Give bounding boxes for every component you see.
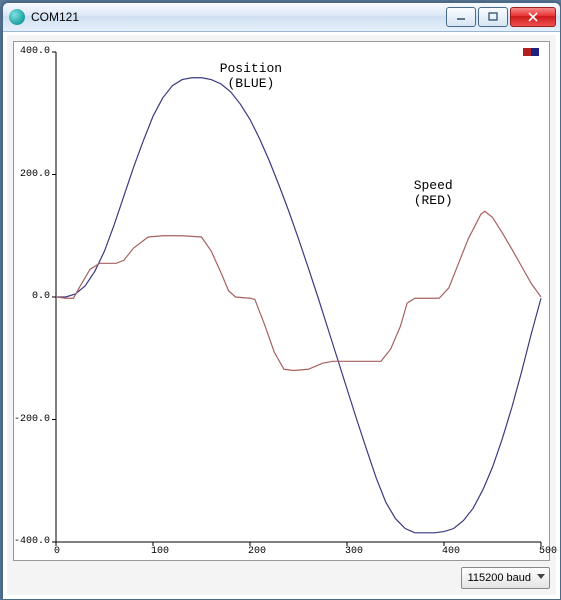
x-tick-label: 200 [248, 546, 266, 557]
maximize-button[interactable] [478, 7, 508, 27]
y-tick-label: -400.0 [14, 536, 50, 547]
x-tick-label: 0 [54, 546, 60, 557]
y-tick-label: -200.0 [14, 414, 50, 425]
x-tick-label: 500 [539, 546, 557, 557]
baud-select[interactable]: 115200 baud [461, 567, 550, 589]
legend-swatch [523, 48, 531, 56]
status-bar: 115200 baud [13, 567, 550, 589]
titlebar[interactable]: COM121 [3, 3, 560, 32]
client-area: -400.0 -200.0 0.0 200.0 400.0 0 100 200 300 400 50… [7, 35, 556, 595]
y-tick-label: 400.0 [20, 46, 50, 57]
series-annotation: Position (BLUE) [220, 62, 282, 92]
chevron-down-icon [537, 574, 545, 579]
baud-label: 115200 baud [468, 572, 531, 584]
x-tick-label: 400 [442, 546, 460, 557]
chart-area: -400.0-200.00.0200.0400.0010020030040050… [13, 41, 550, 561]
close-button[interactable] [510, 7, 556, 27]
y-tick-label: 0.0 [32, 291, 50, 302]
window-buttons [444, 7, 556, 27]
series-annotation: Speed (RED) [414, 179, 453, 209]
app-window: COM121 -400.0 -200.0 0.0 200.0 400.0 0 100 200 3… [2, 2, 561, 600]
x-tick-label: 100 [151, 546, 169, 557]
app-icon [9, 9, 25, 25]
legend-swatch [531, 48, 539, 56]
window-title: COM121 [31, 10, 444, 24]
y-tick-label: 200.0 [20, 169, 50, 180]
x-tick-label: 300 [345, 546, 363, 557]
minimize-button[interactable] [446, 7, 476, 27]
legend [523, 48, 539, 56]
chart-canvas [14, 42, 549, 560]
